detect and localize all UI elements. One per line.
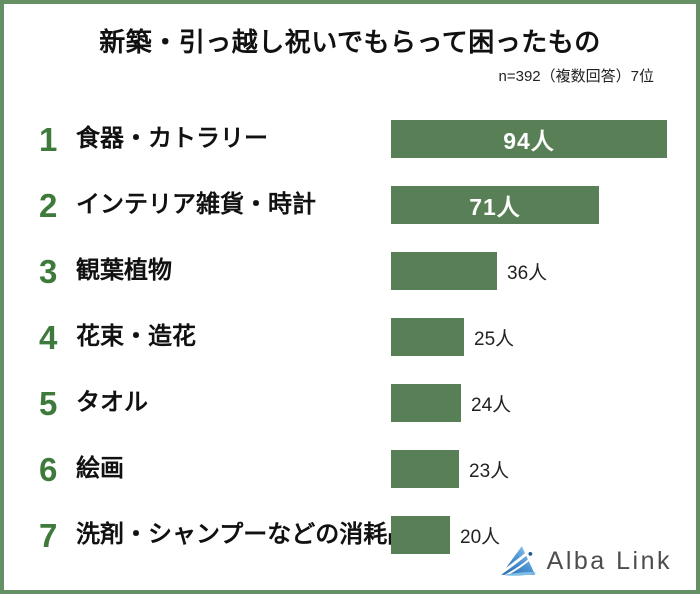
chart-row: 6 絵画 23人 (4, 436, 696, 502)
rank-number: 3 (39, 252, 58, 290)
alba-link-logo-icon (498, 546, 537, 577)
category-label: 観葉植物 (76, 256, 172, 284)
chart-row: 3 観葉植物 36人 (4, 238, 696, 304)
bar (391, 318, 464, 356)
value-label: 20人 (460, 526, 501, 548)
category-label: 花束・造花 (76, 322, 196, 350)
chart-row: 4 花束・造花 25人 (4, 304, 696, 370)
value-label: 71人 (469, 194, 521, 220)
category-label: 食器・カトラリー (76, 124, 268, 152)
chart-row: 2 インテリア雑貨・時計 71人 (4, 172, 696, 238)
category-label: インテリア雑貨・時計 (76, 190, 316, 218)
bar (391, 450, 459, 488)
bar (391, 252, 497, 290)
bar-cell: 25人 (391, 318, 514, 356)
rank-number: 7 (39, 516, 58, 554)
bar-cell: 20人 (391, 516, 500, 554)
rank-number: 2 (39, 186, 58, 224)
value-label: 25人 (474, 328, 515, 350)
rank-number: 4 (39, 318, 58, 356)
sample-size-note: n=392（複数回答）7位 (498, 68, 654, 85)
alba-link-logo-text: Alba Link (546, 547, 672, 575)
bar-cell: 36人 (391, 252, 547, 290)
bar (391, 516, 450, 554)
bar-cell: 24人 (391, 384, 511, 422)
bar: 94人 (391, 120, 667, 158)
rank-number: 5 (39, 384, 58, 422)
bar (391, 384, 461, 422)
bar-cell: 23人 (391, 450, 509, 488)
category-label: タオル (76, 388, 148, 416)
category-label: 絵画 (76, 454, 124, 482)
bar: 71人 (391, 186, 599, 224)
bar-cell: 94人 (391, 120, 667, 158)
value-label: 24人 (471, 394, 512, 416)
chart-row: 7 洗剤・シャンプーなどの消耗品 20人 (4, 502, 696, 568)
alba-link-logo: Alba Link (498, 545, 672, 578)
bar-cell: 71人 (391, 186, 599, 224)
value-label: 36人 (507, 262, 548, 284)
value-label: 94人 (503, 128, 555, 154)
chart-row: 1 食器・カトラリー 94人 (4, 106, 696, 172)
category-label: 洗剤・シャンプーなどの消耗品 (76, 520, 412, 548)
value-label: 23人 (469, 460, 510, 482)
chart-row: 5 タオル 24人 (4, 370, 696, 436)
chart-title: 新築・引っ越し祝いでもらって困ったもの (99, 27, 601, 57)
bar-chart: 1 食器・カトラリー 94人 2 インテリア雑貨・時計 71人 3 観葉植物 36人 4 花束・造花… (4, 106, 696, 568)
rank-number: 1 (39, 120, 58, 158)
rank-number: 6 (39, 450, 58, 488)
